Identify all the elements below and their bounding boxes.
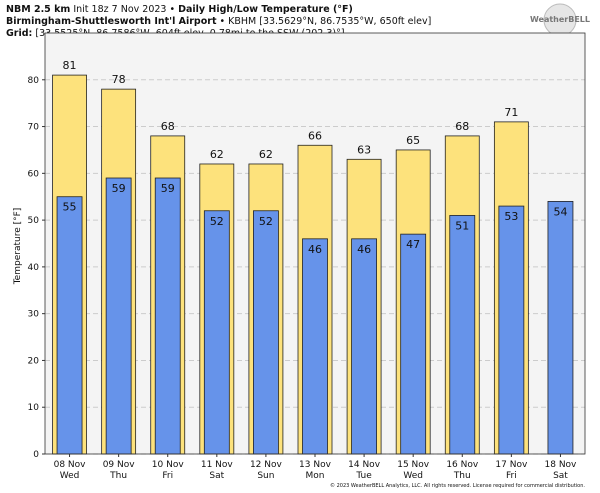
y-tick-label: 60 <box>28 169 40 179</box>
low-label: 59 <box>112 182 126 195</box>
high-label: 81 <box>63 59 77 72</box>
x-tick-label: 14 Nov <box>348 460 381 470</box>
low-label: 46 <box>308 243 322 256</box>
low-label: 54 <box>553 205 567 218</box>
x-tick-label: 18 Nov <box>545 460 578 470</box>
x-tick-weekday: Thu <box>453 471 471 481</box>
low-bar <box>400 233 427 455</box>
x-tick-label: 09 Nov <box>103 460 136 470</box>
x-tick-weekday: Mon <box>306 471 325 481</box>
y-tick-label: 80 <box>28 76 40 86</box>
low-bar <box>154 177 181 455</box>
x-tick-label: 17 Nov <box>495 460 528 470</box>
x-tick-label: 11 Nov <box>201 460 234 470</box>
low-bar <box>547 200 574 455</box>
low-bar <box>105 177 132 455</box>
x-tick-weekday: Fri <box>162 471 173 481</box>
high-label: 66 <box>308 129 322 142</box>
footer: © 2023 WeatherBELL Analytics, LLC. All r… <box>330 482 585 489</box>
low-label: 53 <box>504 210 518 223</box>
low-bar <box>449 215 476 455</box>
x-tick-label: 13 Nov <box>299 460 332 470</box>
low-bar <box>498 205 525 455</box>
low-label: 46 <box>357 243 371 256</box>
high-label: 68 <box>161 120 175 133</box>
high-label: 71 <box>504 106 518 119</box>
low-bar <box>253 210 279 455</box>
x-tick-weekday: Wed <box>60 471 80 481</box>
y-tick-label: 50 <box>28 216 40 226</box>
x-tick-label: 16 Nov <box>446 460 479 470</box>
low-bar <box>302 238 328 455</box>
y-tick-label: 70 <box>28 123 40 133</box>
y-tick-label: 10 <box>28 403 40 413</box>
chart-title: NBM 2.5 km Init 18z 7 Nov 2023 • Daily H… <box>6 4 353 15</box>
x-tick-label: 12 Nov <box>250 460 283 470</box>
station-details: • KBHM [33.5629°N, 86.7535°W, 650ft elev… <box>220 16 432 27</box>
x-tick-label: 08 Nov <box>54 460 87 470</box>
high-label: 62 <box>210 148 224 161</box>
x-tick-weekday: Sat <box>209 471 224 481</box>
logo: WeatherBELL <box>530 15 590 24</box>
low-label: 59 <box>161 182 175 195</box>
low-label: 52 <box>259 215 273 228</box>
low-label: 55 <box>63 201 77 214</box>
high-label: 63 <box>357 143 371 156</box>
y-tick-label: 40 <box>28 263 40 273</box>
x-tick-weekday: Fri <box>506 471 517 481</box>
x-tick-weekday: Sun <box>257 471 274 481</box>
low-bar <box>351 238 377 455</box>
plot-frame <box>44 32 586 455</box>
low-bar <box>203 210 230 455</box>
y-tick-label: 30 <box>28 310 40 320</box>
x-tick-weekday: Wed <box>403 471 423 481</box>
product: Daily High/Low Temperature (°F) <box>178 4 353 15</box>
high-label: 78 <box>112 73 126 86</box>
model: NBM 2.5 km <box>6 4 70 15</box>
x-tick-label: 15 Nov <box>397 460 430 470</box>
high-label: 65 <box>406 134 420 147</box>
y-axis-label: Temperature [°F] <box>13 208 23 286</box>
low-label: 52 <box>210 215 224 228</box>
grid-label: Grid: <box>6 28 32 39</box>
y-tick-label: 0 <box>33 450 39 460</box>
station-line: Birmingham-Shuttlesworth Int'l Airport •… <box>6 16 431 27</box>
x-tick-weekday: Sat <box>553 471 568 481</box>
station-name: Birmingham-Shuttlesworth Int'l Airport <box>6 16 217 27</box>
x-tick-weekday: Thu <box>109 471 127 481</box>
high-label: 68 <box>455 120 469 133</box>
low-label: 47 <box>406 238 420 251</box>
x-tick-weekday: Tue <box>355 471 372 481</box>
high-label: 62 <box>259 148 273 161</box>
low-label: 51 <box>455 219 469 232</box>
y-tick-label: 20 <box>28 356 40 366</box>
x-tick-label: 10 Nov <box>152 460 185 470</box>
init: Init 18z 7 Nov 2023 • <box>73 4 175 15</box>
low-bar <box>56 196 83 455</box>
